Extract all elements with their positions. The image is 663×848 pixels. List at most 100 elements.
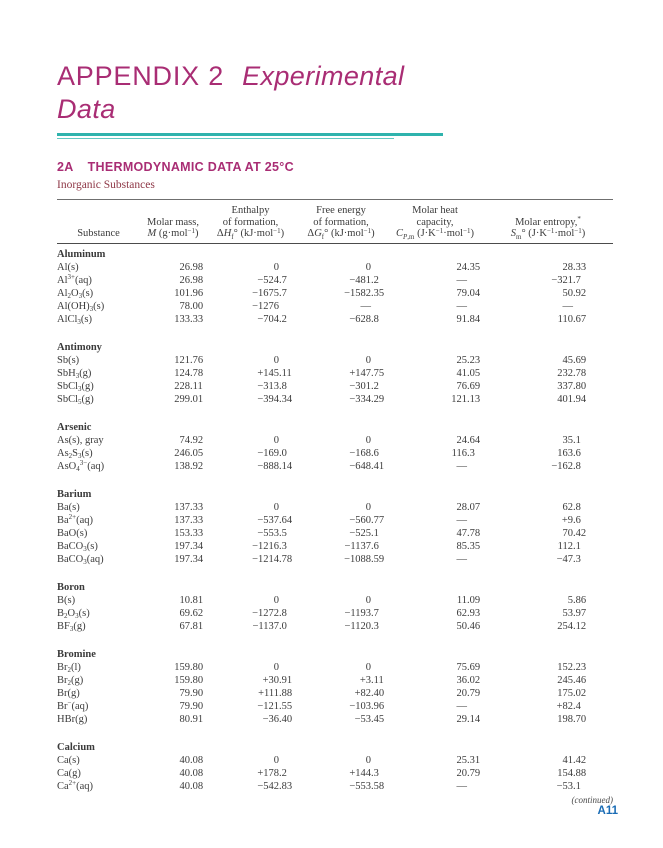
continued-note: (continued) [571, 794, 613, 805]
cell-molar-mass: 101.96 [174, 287, 204, 299]
cell-enthalpy: +178.2 [257, 767, 287, 779]
cell-molar-mass: 10.81 [179, 594, 204, 606]
section-name: Aluminum [57, 248, 106, 260]
table-row: SbH3(g) 124.78 +145.11 +147.75 41.05 232.78 [57, 367, 613, 380]
cell-entropy: 175.02 [557, 687, 587, 699]
cell-substance: As(s), gray [57, 434, 104, 446]
table-row: BaO(s) 153.33 −553.5 −525.1 47.78 70.42 [57, 527, 613, 540]
cell-molar-mass: 228.11 [174, 380, 203, 392]
cell-free-energy: 0 [365, 434, 371, 446]
cell-heat-capacity: 62.93 [456, 607, 481, 619]
table-row: Ca2+(aq) 40.08 −542.83 −553.58 — −53.1 [57, 780, 613, 793]
cell-entropy: 401.94 [557, 393, 587, 405]
column-header-heat-capacity: Molar heat capacity, CP,m (J·K−1·mol−1) [387, 199, 483, 244]
cell-entropy: 245.46 [557, 674, 587, 686]
cell-substance: AsO43−(aq) [57, 459, 105, 473]
cell-heat-capacity: 36.02 [456, 674, 481, 686]
cell-heat-capacity: 85.35 [456, 540, 481, 552]
cell-substance: Al(OH)3(s) [57, 300, 105, 313]
cell-enthalpy: −1675.7 [252, 287, 287, 299]
section-header-row: Aluminum [57, 243, 613, 261]
cell-molar-mass: 197.34 [174, 553, 204, 565]
cell-entropy: 70.42 [562, 527, 587, 539]
cell-free-energy: −648.41 [349, 460, 385, 472]
cell-substance: Ba(s) [57, 501, 80, 513]
cell-free-energy: −103.96 [349, 700, 385, 712]
cell-heat-capacity: — [456, 780, 468, 792]
cell-molar-mass: 159.80 [174, 674, 204, 686]
cell-enthalpy: −1276 [252, 300, 279, 312]
table-row: Ba2+(aq) 137.33 −537.64 −560.77 — +9.6 [57, 514, 613, 527]
cell-enthalpy: 0 [273, 354, 279, 366]
cell-enthalpy: 0 [273, 754, 279, 766]
section-name: Bromine [57, 648, 96, 660]
cell-substance: BaCO3(s) [57, 540, 98, 553]
table-row: B(s) 10.81 0 0 11.09 5.86 [57, 594, 613, 607]
cell-substance: As2S3(s) [57, 447, 93, 460]
cell-molar-mass: 79.90 [179, 687, 204, 699]
cell-heat-capacity: 121.13 [451, 393, 481, 405]
cell-free-energy: −553.58 [349, 780, 385, 792]
cell-entropy: 53.97 [562, 607, 587, 619]
cell-enthalpy: −537.64 [257, 514, 293, 526]
cell-heat-capacity: 29.14 [456, 713, 481, 725]
cell-enthalpy: −313.8 [257, 380, 287, 392]
cell-entropy: 45.69 [562, 354, 587, 366]
cell-molar-mass: 80.91 [179, 713, 204, 725]
cell-molar-mass: 78.00 [179, 300, 204, 312]
cell-free-energy: +144.3 [349, 767, 379, 779]
cell-entropy: 28.33 [562, 261, 587, 273]
page-content: APPENDIX 2 Experimental Data 2A THERMODYNA… [57, 60, 613, 805]
section-header-row: Boron [57, 566, 613, 594]
cell-enthalpy: +30.91 [262, 674, 293, 686]
cell-molar-mass: 133.33 [174, 313, 204, 325]
cell-enthalpy: −1137.0 [252, 620, 287, 632]
cell-molar-mass: 26.98 [179, 261, 204, 273]
column-header-molar-mass: Molar mass, M (g·mol−1) [140, 199, 206, 244]
cell-heat-capacity: 116.3 [451, 447, 475, 459]
cell-free-energy: −168.6 [349, 447, 379, 459]
cell-free-energy: −1137.6 [344, 540, 379, 552]
cell-heat-capacity: — [456, 553, 468, 565]
cell-enthalpy: −1272.8 [252, 607, 287, 619]
table-row: As(s), gray 74.92 0 0 24.64 35.1 [57, 434, 613, 447]
table-row: Al(OH)3(s) 78.00 −1276 — — — [57, 300, 613, 313]
cell-enthalpy: 0 [273, 501, 279, 513]
section-name: Antimony [57, 341, 102, 353]
section-header-row: Antimony [57, 326, 613, 354]
cell-substance: Br−(aq) [57, 699, 89, 712]
teal-rule-thin [57, 137, 394, 139]
cell-substance: B(s) [57, 594, 76, 606]
cell-molar-mass: 69.62 [179, 607, 204, 619]
cell-free-energy: −525.1 [349, 527, 379, 539]
cell-heat-capacity: 20.79 [456, 767, 481, 779]
table-row: As2S3(s) 246.05 −169.0 −168.6 116.3 163.6 [57, 447, 613, 460]
cell-entropy: 62.8 [562, 501, 581, 513]
cell-entropy: 154.88 [557, 767, 587, 779]
cell-heat-capacity: — [456, 700, 468, 712]
cell-free-energy: +147.75 [349, 367, 385, 379]
cell-molar-mass: 67.81 [179, 620, 204, 632]
cell-free-energy: 0 [365, 501, 371, 513]
cell-enthalpy: −36.40 [262, 713, 293, 725]
cell-substance: Br2(g) [57, 674, 84, 687]
section-name: Boron [57, 581, 85, 593]
cell-molar-mass: 153.33 [174, 527, 204, 539]
table-header-row: Substance Molar mass, M (g·mol−1) Enthalpy o… [57, 199, 613, 244]
cell-heat-capacity: 79.04 [456, 287, 481, 299]
cell-substance: AlCl3(s) [57, 313, 93, 326]
cell-entropy: 163.6 [557, 447, 581, 459]
cell-entropy: 50.92 [562, 287, 587, 299]
cell-heat-capacity: 24.35 [456, 261, 481, 273]
cell-entropy: 35.1 [562, 434, 581, 446]
cell-heat-capacity: 25.23 [456, 354, 481, 366]
table-row: Al(s) 26.98 0 0 24.35 28.33 [57, 261, 613, 274]
table-row: B2O3(s) 69.62 −1272.8 −1193.7 62.93 53.97 [57, 607, 613, 620]
teal-rule-thick [57, 133, 443, 136]
table-row: Al2O3(s) 101.96 −1675.7 −1582.35 79.04 50.92 [57, 287, 613, 300]
page-title: APPENDIX 2 Experimental Data [57, 60, 613, 126]
cell-enthalpy: −542.83 [257, 780, 293, 792]
cell-substance: B2O3(s) [57, 607, 90, 620]
section-name: Arsenic [57, 421, 92, 433]
cell-substance: SbH3(g) [57, 367, 92, 380]
